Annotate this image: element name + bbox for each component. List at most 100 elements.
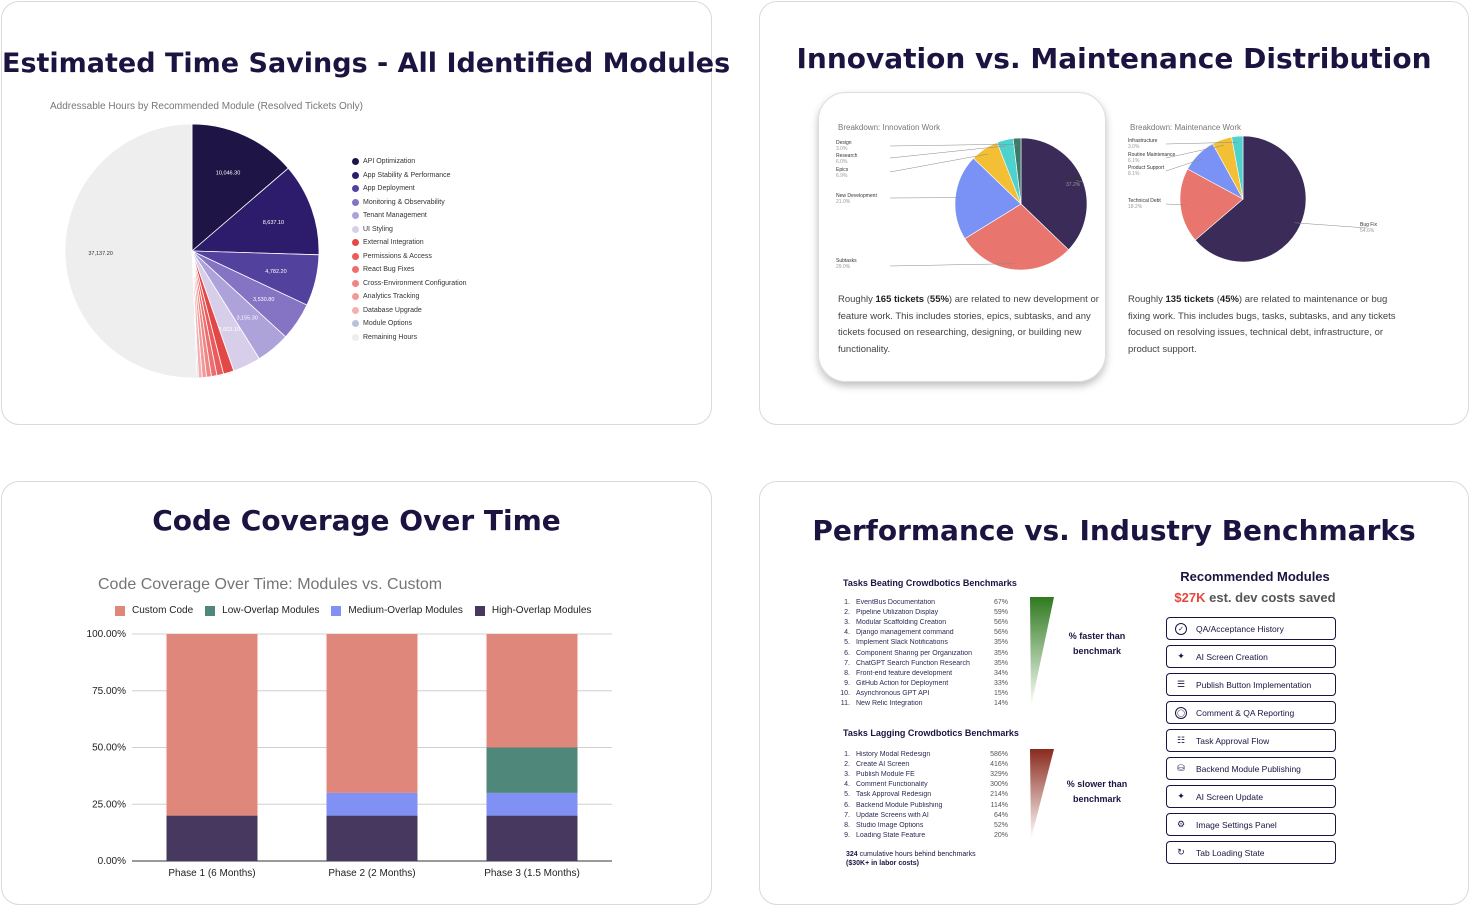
pie-slice-design [1012, 137, 1022, 205]
legend-item-tenant-management: Tenant Management [352, 209, 467, 223]
list-item: 9. Loading State Feature 20% [830, 831, 1008, 841]
y-tick-label: 75.00% [92, 686, 126, 697]
module-button-label: Task Approval Flow [1196, 735, 1270, 746]
pie-slice-value-label: 10,046.30 [216, 171, 240, 177]
list-item-number: 4. [844, 629, 850, 637]
bar-high-overlap-modules [486, 815, 578, 861]
list-item-pct: 52% [993, 821, 1008, 829]
pie-label-stories: Stories [1066, 176, 1082, 182]
list-item-number: 3. [844, 770, 850, 778]
legend-item-custom-code: Custom Code [115, 605, 193, 616]
legend-swatch [205, 605, 216, 616]
settings-icon: ⚙ [1176, 819, 1186, 829]
legend-item-module-options: Module Options [352, 317, 467, 331]
list-item-pct: 329% [990, 770, 1008, 778]
pie-label-design: Design [836, 140, 852, 146]
list-item-number: 9. [844, 832, 850, 840]
pie-pct-label: 3.0% [1128, 144, 1140, 150]
list-item: 8. Front-end feature development 34% [830, 668, 1008, 678]
legend-label: App Stability & Performance [363, 171, 451, 179]
legend-swatch [352, 239, 359, 247]
pie-slice-value-label: 3,155.30 [236, 315, 257, 321]
legend-swatch [474, 605, 485, 616]
module-button-ai-screen-update[interactable]: ✦ AI Screen Update [1166, 785, 1336, 808]
recommended-modules-title: Recommended Modules [1180, 569, 1330, 584]
leader-line [889, 143, 1018, 147]
pie-pct-label: 6.9% [836, 173, 848, 179]
pie-slice-value-label: 8,637.10 [263, 220, 284, 226]
maintenance-description: Roughly 135 tickets (45%) are related to… [1128, 294, 1396, 355]
pie-slice-infrastructure [1231, 135, 1244, 200]
legend-item-cross-environment-configuration: Cross-Environment Configuration [352, 277, 467, 291]
list-item-number: 7. [844, 811, 850, 819]
legend-label: Remaining Hours [363, 333, 418, 341]
module-button-ai-screen-creation[interactable]: ✦ AI Screen Creation [1166, 645, 1336, 668]
y-tick-label: 100.00% [87, 629, 127, 640]
pie-slice-app-stability-performance [190, 167, 320, 256]
module-button-label: AI Screen Creation [1196, 651, 1268, 662]
maintenance-pie-title: Breakdown: Maintenance Work [1130, 123, 1242, 132]
list-item: 3. Publish Module FE 329% [830, 769, 1008, 779]
legend-label: App Deployment [363, 185, 415, 193]
time-savings-chart-title: Addressable Hours by Recommended Module … [50, 101, 363, 112]
legend-label: High-Overlap Modules [491, 605, 592, 616]
list-item-pct: 64% [993, 811, 1008, 819]
list-item-name: Loading State Feature [856, 832, 926, 840]
legend-item-permissions-access: Permissions & Access [352, 250, 467, 264]
database-icon: ⛁ [1177, 763, 1185, 773]
innovation-panel: Innovation vs. Maintenance Distribution … [759, 1, 1469, 425]
coverage-bar-chart: 0.00% 25.00% 50.00% 75.00% 100.00% Phase 1 (6… [87, 629, 612, 879]
legend-swatch [115, 605, 125, 616]
list-item-number: 9. [844, 680, 850, 688]
bar-medium-overlap-modules [486, 792, 578, 816]
pie-slice-remaining-hours [64, 123, 198, 379]
legend-swatch [352, 171, 359, 179]
lagging-list: 1. History Modal Redesign 586% 2. Create AI … [830, 749, 1008, 841]
x-tick-label: Phase 1 (6 Months) [168, 868, 255, 879]
beating-title: Tasks Beating Crowdbotics Benchmarks [843, 578, 1017, 588]
list-item-number: 8. [844, 821, 850, 829]
y-tick-label: 0.00% [98, 856, 126, 867]
innovation-title: Innovation vs. Maintenance Distribution [796, 42, 1432, 75]
module-button-label: QA/Acceptance History [1196, 623, 1284, 634]
pie-slice-value-label: 37,137.20 [88, 251, 112, 257]
time-savings-panel: Estimated Time Savings - All Identified … [1, 1, 730, 425]
module-button-task-approval-flow[interactable]: ☷ Task Approval Flow [1166, 729, 1336, 752]
pie-slice-new-development [954, 157, 1022, 240]
list-item-name: Task Approval Redesign [856, 791, 932, 799]
list-item-number: 4. [844, 781, 850, 789]
list-item-pct: 56% [993, 629, 1008, 637]
legend-swatch [352, 212, 359, 220]
list-item-number: 1. [844, 598, 850, 606]
module-button-comment-qa-reporting[interactable]: ◯ Comment & QA Reporting [1166, 701, 1336, 724]
pie-slice-value-label: 2,603.10 [219, 327, 240, 333]
bar-high-overlap-modules [326, 815, 418, 861]
faster-label: % faster than benchmark [1068, 631, 1126, 656]
ai-spark-icon: ✦ [1177, 651, 1185, 661]
ai-spark-icon: ✦ [1177, 791, 1185, 801]
comment-icon: ◯ [1175, 706, 1187, 719]
time-savings-pie: 10,046.30 8,637.10 4,782.20 3,530.80 3,155.3… [64, 123, 320, 379]
list-item: 10. Asynchronous GPT API 15% [830, 689, 1008, 699]
module-button-qa-acceptance-history[interactable]: ✓ QA/Acceptance History [1166, 617, 1336, 640]
list-item-name: Asynchronous GPT API [856, 690, 930, 698]
legend-label: Database Upgrade [363, 306, 422, 314]
list-item: 7. Update Screens with AI 64% [830, 810, 1008, 820]
module-button-backend-module-publishing[interactable]: ⛁ Backend Module Publishing [1166, 757, 1336, 780]
list-item-number: 10. [840, 690, 850, 698]
list-item-pct: 300% [990, 781, 1008, 789]
legend-label: Module Options [363, 320, 413, 328]
pie-label-routine-maintenance: Routine Maintenance [1128, 152, 1175, 158]
module-button-tab-loading-state[interactable]: ↻ Tab Loading State [1166, 841, 1336, 864]
module-button-image-settings-panel[interactable]: ⚙ Image Settings Panel [1166, 813, 1336, 836]
list-item-pct: 56% [993, 618, 1008, 626]
list-item-number: 5. [844, 791, 850, 799]
list-item-name: Front-end feature development [856, 669, 953, 677]
module-button-label: AI Screen Update [1196, 791, 1264, 802]
list-item-pct: 586% [990, 750, 1008, 758]
bar-high-overlap-modules [166, 815, 258, 861]
list-item-name: GitHub Action for Deployment [856, 680, 949, 688]
pie-slice-api-optimization [191, 123, 289, 252]
module-button-publish-button-implementation[interactable]: ☰ Publish Button Implementation [1166, 673, 1336, 696]
list-item-name: Modular Scaffolding Creation [856, 618, 947, 626]
